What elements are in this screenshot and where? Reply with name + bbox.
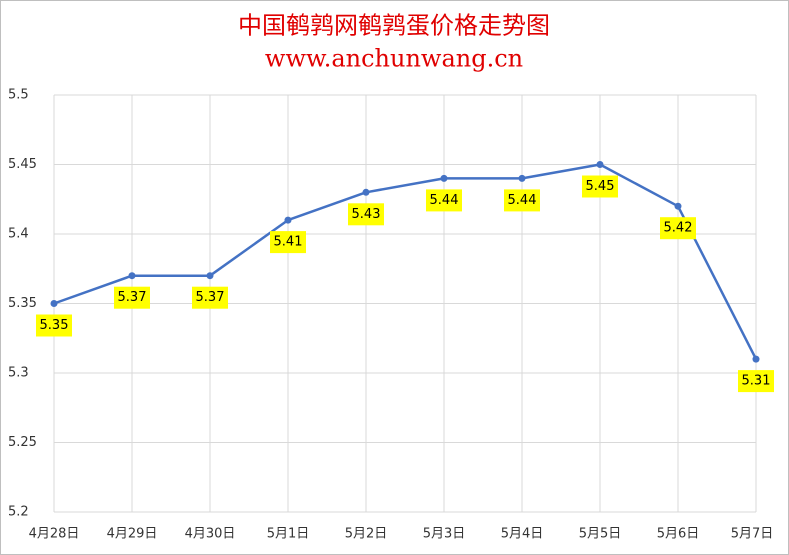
x-tick-label: 5月7日 (731, 527, 774, 542)
x-tick-label: 4月30日 (185, 527, 236, 542)
x-tick-label: 5月1日 (267, 527, 310, 542)
x-tick-label: 4月29日 (107, 527, 158, 542)
data-label-bg (192, 286, 228, 309)
chart-subtitle: www.anchunwang.cn (265, 45, 523, 73)
y-tick-label: 5.4 (8, 227, 29, 242)
x-tick-label: 5月4日 (501, 527, 544, 542)
data-label: 5.44 (508, 193, 537, 208)
data-label: 5.31 (742, 374, 771, 389)
data-label-bg (348, 203, 384, 226)
data-label: 5.42 (664, 221, 693, 236)
y-tick-label: 5.35 (8, 296, 37, 311)
data-label-bg (114, 286, 150, 309)
chart-title: 中国鹌鹑网鹌鹑蛋价格走势图 (238, 12, 550, 40)
line (53, 163, 758, 360)
y-tick-label: 5.25 (8, 435, 37, 450)
x-tick-label: 5月2日 (345, 527, 388, 542)
x-tick-label: 5月3日 (423, 527, 466, 542)
point (284, 216, 292, 224)
y-tick-label: 5.2 (8, 505, 29, 520)
data-label: 5.37 (196, 290, 225, 305)
data-label-bg (426, 189, 462, 212)
point (752, 355, 760, 363)
data-label-bg (738, 370, 774, 393)
point (518, 174, 526, 182)
point (596, 161, 604, 168)
x-tick-label: 5月6日 (657, 527, 700, 542)
y-tick-label: 5.45 (8, 157, 37, 172)
data-label: 5.41 (274, 235, 303, 250)
point (128, 272, 136, 280)
point (206, 272, 214, 280)
x-tick-label: 5月5日 (579, 527, 622, 542)
data-label: 5.45 (586, 179, 615, 194)
data-label-bg (582, 175, 618, 198)
point (674, 202, 682, 210)
data-label: 5.43 (352, 207, 381, 222)
data-label: 5.37 (118, 290, 147, 305)
y-tick-label: 5.5 (8, 88, 29, 103)
point (362, 188, 370, 196)
data-label-bg (36, 314, 72, 337)
data-label: 5.35 (40, 318, 69, 333)
x-tick-label: 4月28日 (29, 527, 80, 542)
data-label-bg (270, 231, 306, 254)
point (440, 174, 448, 182)
y-tick-label: 5.3 (8, 366, 29, 381)
point (50, 300, 58, 307)
data-label-bg (504, 189, 540, 212)
data-label-bg (660, 217, 696, 240)
data-label: 5.44 (430, 193, 459, 208)
